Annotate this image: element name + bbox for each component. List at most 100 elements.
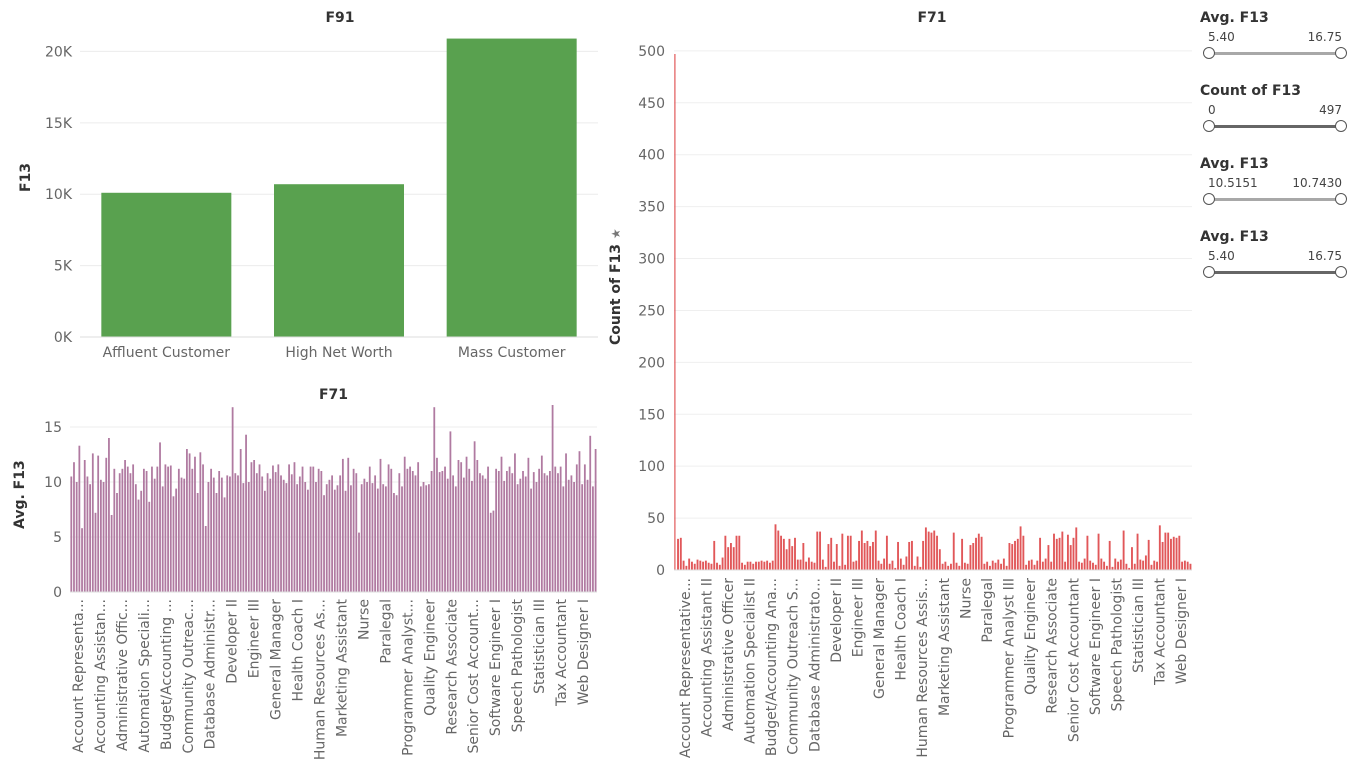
bar	[272, 465, 274, 592]
bar	[1058, 537, 1061, 570]
bar	[877, 560, 880, 570]
x-tick-label: Database Administr...	[203, 599, 219, 749]
bar	[852, 561, 855, 570]
bar	[124, 460, 126, 592]
bar	[565, 453, 567, 592]
bar	[153, 478, 156, 592]
bar	[226, 475, 229, 592]
bar	[540, 455, 543, 592]
chart-title-f91: F91	[325, 10, 355, 26]
bar	[505, 471, 508, 592]
bar	[215, 493, 218, 592]
slider-max-handle[interactable]	[1335, 47, 1347, 59]
bar	[508, 466, 511, 592]
bar	[374, 475, 377, 592]
bar	[121, 468, 124, 592]
bar	[376, 488, 379, 592]
x-tick-label: Programmer Analyst...	[400, 599, 416, 756]
x-tick-label: Community Outreach S...	[786, 578, 802, 755]
bar	[780, 535, 783, 570]
bar	[827, 544, 830, 570]
bar	[682, 560, 685, 570]
filter-title: Avg. F13	[1200, 229, 1269, 245]
y-tick-label: 100	[638, 459, 665, 475]
slider-max-handle[interactable]	[1335, 193, 1347, 205]
filter-min-value: 0	[1208, 103, 1216, 117]
slider-min-handle[interactable]	[1203, 47, 1215, 59]
slider-track[interactable]	[1208, 125, 1342, 128]
bar	[282, 479, 285, 592]
bar	[994, 562, 997, 570]
bar	[1033, 564, 1036, 570]
bar	[229, 476, 231, 592]
bar	[500, 456, 503, 592]
y-tick-label: 50	[647, 511, 665, 527]
y-tick-label: 0	[656, 563, 665, 579]
bar	[296, 484, 299, 592]
bar	[679, 537, 682, 570]
bar	[156, 466, 159, 592]
bar	[774, 524, 777, 570]
bar	[142, 468, 145, 592]
bar	[183, 478, 186, 592]
bar	[441, 471, 444, 592]
bar	[849, 535, 852, 570]
bar	[325, 484, 328, 592]
bar	[503, 480, 506, 592]
x-tick-label: Senior Cost Accountant	[1066, 577, 1082, 742]
bar	[1122, 530, 1125, 570]
x-tick-label: Senior Cost Account...	[466, 599, 482, 754]
bar	[594, 449, 597, 592]
bar	[242, 483, 245, 592]
bar	[947, 565, 950, 570]
bar	[532, 472, 535, 592]
bar	[841, 533, 844, 570]
bar	[266, 473, 269, 592]
x-tick-label: Developer II	[829, 578, 845, 663]
bar	[331, 475, 333, 592]
bar	[1039, 537, 1042, 570]
x-tick-label: Budget/Accounting Ana...	[764, 578, 780, 756]
bar	[1158, 525, 1161, 570]
bar	[188, 453, 191, 592]
range-slider[interactable]	[1200, 192, 1350, 206]
x-tick-label: Affluent Customer	[103, 345, 231, 361]
range-slider[interactable]	[1200, 119, 1350, 133]
bar	[99, 479, 102, 592]
slider-max-handle[interactable]	[1335, 120, 1347, 132]
bar	[955, 562, 958, 570]
bar	[336, 485, 339, 592]
bar	[247, 482, 250, 592]
bar	[688, 558, 691, 570]
slider-track[interactable]	[1208, 52, 1342, 55]
bar	[1078, 561, 1081, 570]
slider-min-handle[interactable]	[1203, 193, 1215, 205]
bar	[406, 468, 409, 592]
x-tick-label: Accounting Assistant II	[699, 578, 715, 737]
slider-track[interactable]	[1208, 198, 1342, 201]
bar	[492, 510, 495, 592]
slider-min-handle[interactable]	[1203, 266, 1215, 278]
range-slider[interactable]	[1200, 265, 1350, 279]
y-tick-label: 15	[44, 420, 62, 436]
bar	[835, 544, 838, 570]
slider-min-handle[interactable]	[1203, 120, 1215, 132]
bar	[210, 468, 213, 592]
bar	[691, 561, 693, 570]
range-slider[interactable]	[1200, 46, 1350, 60]
bar	[454, 486, 457, 592]
bar	[113, 468, 116, 592]
bar	[444, 466, 446, 592]
bar	[1164, 532, 1167, 570]
bar	[425, 485, 428, 592]
bar	[393, 493, 395, 592]
slider-track[interactable]	[1208, 271, 1342, 274]
bar	[199, 452, 202, 592]
slider-max-handle[interactable]	[1335, 266, 1347, 278]
x-tick-label: High Net Worth	[285, 345, 392, 361]
bar	[1044, 558, 1047, 570]
bar	[387, 464, 390, 592]
bar	[874, 530, 877, 570]
y-tick-label: 350	[638, 200, 665, 216]
bar	[527, 457, 530, 592]
